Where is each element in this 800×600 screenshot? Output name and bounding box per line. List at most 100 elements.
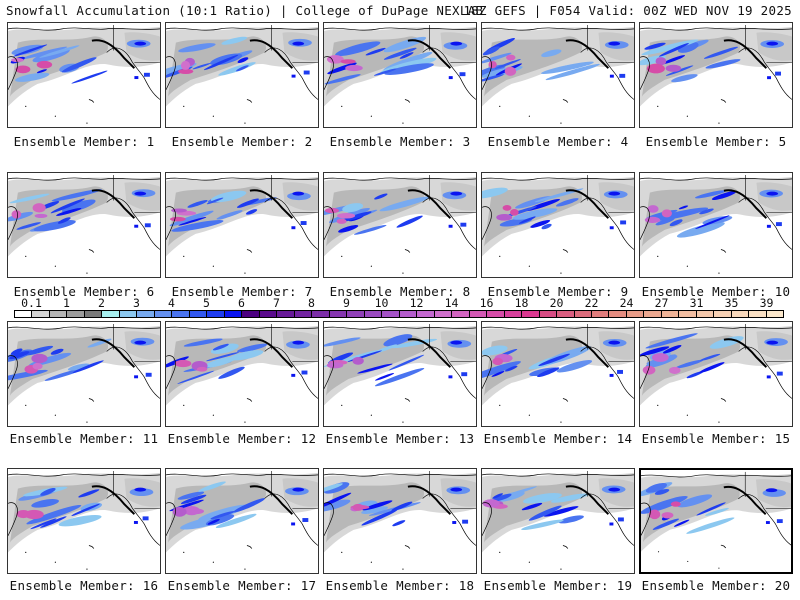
ensemble-member-label: Ensemble Member: 4 — [487, 134, 629, 149]
colorbar-cell — [399, 311, 418, 317]
ensemble-member-label: Ensemble Member: 15 — [641, 431, 791, 446]
colorbar-cell — [242, 311, 260, 317]
snowfall-map — [482, 469, 634, 573]
ensemble-member-panel-18 — [323, 468, 477, 574]
ensemble-member-label: Ensemble Member: 2 — [171, 134, 313, 149]
snowfall-map — [8, 23, 160, 127]
colorbar-cell — [329, 311, 348, 317]
snowfall-map — [8, 469, 160, 573]
ensemble-member-label: Ensemble Member: 20 — [641, 578, 791, 593]
ensemble-member-label: Ensemble Member: 14 — [483, 431, 633, 446]
colorbar-cell — [557, 311, 575, 317]
colorbar-cell — [661, 311, 680, 317]
ensemble-member-label: Ensemble Member: 13 — [325, 431, 475, 446]
colorbar-cell — [277, 311, 295, 317]
colorbar-cell — [487, 311, 505, 317]
colorbar-cell — [749, 311, 767, 317]
ensemble-member-label: Ensemble Member: 5 — [645, 134, 787, 149]
colorbar-cell — [347, 311, 365, 317]
colorbar-tick-label: 24 — [619, 296, 634, 310]
colorbar-tick-label: 12 — [409, 296, 424, 310]
ensemble-member-label: Ensemble Member: 7 — [171, 284, 313, 299]
colorbar-cell — [102, 311, 120, 317]
snowfall-map — [8, 173, 160, 277]
ensemble-member-panel-4 — [481, 22, 635, 128]
ensemble-member-panel-1 — [7, 22, 161, 128]
snowfall-map — [8, 322, 160, 426]
snowfall-map — [166, 173, 318, 277]
snowfall-map — [640, 173, 792, 277]
ensemble-member-panel-13 — [323, 321, 477, 427]
colorbar-cell — [626, 311, 645, 317]
ensemble-member-label: Ensemble Member: 19 — [483, 578, 633, 593]
colorbar-cell — [452, 311, 470, 317]
snowfall-map — [166, 322, 318, 426]
colorbar-tick-label: 16 — [479, 296, 494, 310]
colorbar-cell — [731, 311, 750, 317]
colorbar-cell — [207, 311, 225, 317]
run-valid-time: 18Z GEFS | F054 Valid: 00Z WED NOV 19 20… — [463, 3, 792, 18]
snowfall-map — [166, 23, 318, 127]
ensemble-member-panel-10 — [639, 172, 793, 278]
colorbar-tick-label: 5 — [203, 296, 210, 310]
colorbar-tick-label: 31 — [689, 296, 704, 310]
ensemble-member-panel-14 — [481, 321, 635, 427]
colorbar-cell — [696, 311, 715, 317]
colorbar-cell — [172, 311, 190, 317]
ensemble-member-label: Ensemble Member: 18 — [325, 578, 475, 593]
ensemble-member-panel-17 — [165, 468, 319, 574]
snowfall-map — [640, 322, 792, 426]
colorbar-tick-label: 4 — [168, 296, 175, 310]
ensemble-member-panel-16 — [7, 468, 161, 574]
colorbar-tick-label: 14 — [444, 296, 459, 310]
colorbar-cell — [522, 311, 540, 317]
ensemble-member-label: Ensemble Member: 11 — [9, 431, 159, 446]
colorbar-tick-label: 10 — [374, 296, 389, 310]
snowfall-map — [324, 23, 476, 127]
colorbar-cell — [504, 311, 523, 317]
colorbar-cell — [154, 311, 173, 317]
colorbar-cell — [49, 311, 68, 317]
ensemble-member-panel-6 — [7, 172, 161, 278]
snowfall-map — [641, 470, 791, 572]
ensemble-member-panel-5 — [639, 22, 793, 128]
colorbar-cell — [644, 311, 662, 317]
colorbar-tick-label: 27 — [654, 296, 669, 310]
colorbar-cell — [294, 311, 313, 317]
colorbar-tick-label: 6 — [238, 296, 245, 310]
colorbar-tick-label: 0.1 — [21, 296, 42, 310]
colorbar-cell — [364, 311, 383, 317]
ensemble-member-panel-2 — [165, 22, 319, 128]
snowfall-map — [640, 23, 792, 127]
colorbar-cell — [766, 311, 784, 317]
ensemble-member-label: Ensemble Member: 10 — [641, 284, 791, 299]
colorbar-cell — [417, 311, 435, 317]
ensemble-member-panel-15 — [639, 321, 793, 427]
ensemble-member-panel-7 — [165, 172, 319, 278]
colorbar-cell — [434, 311, 453, 317]
colorbar-cell — [137, 311, 155, 317]
snowfall-map — [166, 469, 318, 573]
ensemble-member-label: Ensemble Member: 8 — [329, 284, 471, 299]
colorbar-cell — [189, 311, 208, 317]
ensemble-member-panel-8 — [323, 172, 477, 278]
colorbar-cell — [574, 311, 592, 317]
colorbar-tick-label: 39 — [759, 296, 774, 310]
colorbar-tick-label: 2 — [98, 296, 105, 310]
colorbar-cell — [32, 311, 50, 317]
colorbar-cell — [591, 311, 610, 317]
colorbar-cell — [15, 311, 33, 317]
colorbar-cell — [679, 311, 697, 317]
ensemble-member-label: Ensemble Member: 12 — [167, 431, 317, 446]
ensemble-member-panel-11 — [7, 321, 161, 427]
colorbar-cell — [67, 311, 85, 317]
ensemble-member-label: Ensemble Member: 9 — [487, 284, 629, 299]
colorbar-tick-label: 35 — [724, 296, 739, 310]
colorbar-tick-label: 1 — [63, 296, 70, 310]
colorbar-cell — [469, 311, 488, 317]
colorbar-cell — [714, 311, 732, 317]
snowfall-map — [482, 173, 634, 277]
ensemble-member-panel-20 — [639, 468, 793, 574]
ensemble-member-label: Ensemble Member: 16 — [9, 578, 159, 593]
colorbar-tick-label: 20 — [549, 296, 564, 310]
